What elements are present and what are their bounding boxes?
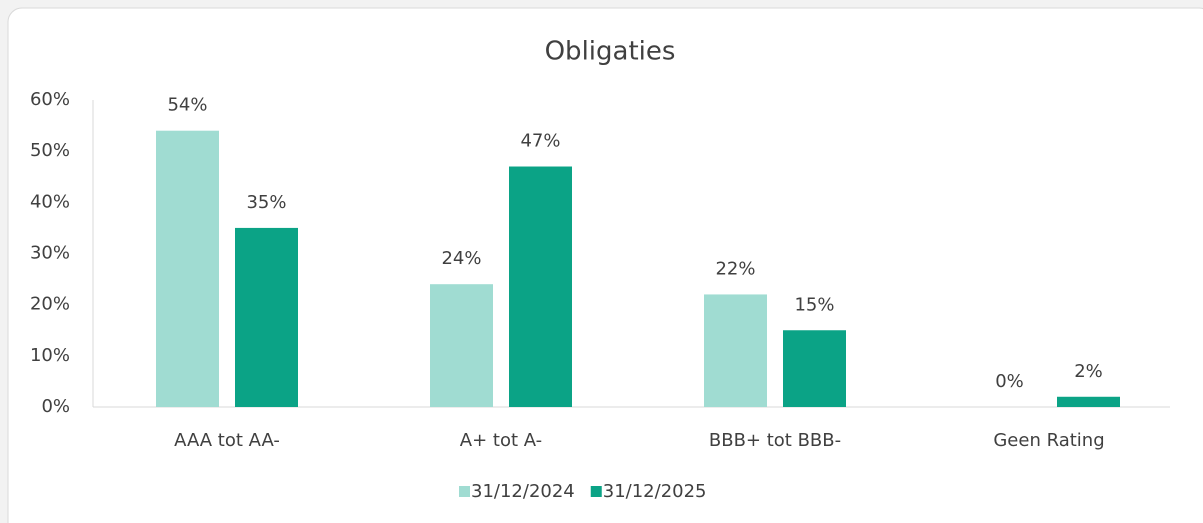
bar <box>509 166 572 407</box>
bar <box>783 330 846 407</box>
legend-swatch <box>590 486 602 497</box>
legend-label: 31/12/2024 <box>471 481 575 502</box>
y-tick-label: 30% <box>30 243 70 264</box>
y-tick-label: 40% <box>30 191 70 212</box>
data-label: 24% <box>441 248 481 269</box>
data-label: 2% <box>1074 361 1103 382</box>
x-tick-label: BBB+ tot BBB- <box>709 430 841 451</box>
legend-swatch <box>459 486 470 497</box>
x-tick-label: A+ tot A- <box>460 430 542 451</box>
legend-label: 31/12/2025 <box>603 481 707 502</box>
y-tick-label: 0% <box>41 396 70 417</box>
bar <box>235 227 298 407</box>
bar <box>156 130 219 407</box>
bar <box>704 294 767 407</box>
chart-title: Obligaties <box>545 37 676 67</box>
data-label: 0% <box>995 371 1024 392</box>
y-tick-label: 20% <box>30 294 70 315</box>
data-label: 22% <box>715 258 755 279</box>
y-tick-label: 50% <box>30 140 70 161</box>
y-tick-label: 60% <box>30 89 70 110</box>
y-tick-label: 10% <box>30 345 70 366</box>
bar <box>430 284 493 407</box>
data-label: 15% <box>794 294 834 315</box>
data-label: 35% <box>246 192 286 213</box>
x-tick-label: Geen Rating <box>993 430 1104 451</box>
x-tick-label: AAA tot AA- <box>174 430 280 451</box>
card <box>7 7 1203 523</box>
bar <box>1057 396 1120 407</box>
data-label: 54% <box>167 95 207 116</box>
data-label: 47% <box>520 131 560 152</box>
